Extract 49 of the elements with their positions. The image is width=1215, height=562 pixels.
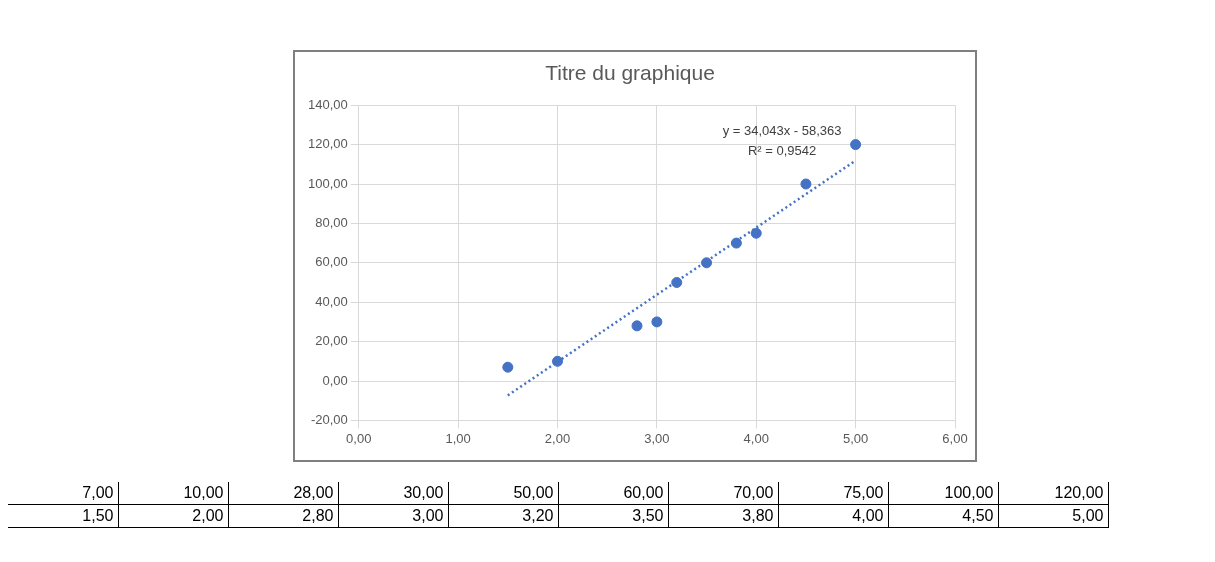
point	[631, 320, 643, 332]
point	[800, 178, 812, 190]
point	[502, 361, 514, 373]
x-tick-label: 1,00	[445, 430, 471, 446]
text: 5,00	[998, 504, 1108, 528]
text: 28,00	[228, 482, 338, 505]
point	[730, 237, 742, 249]
point	[671, 277, 683, 288]
y-tick-label: 60,00	[315, 254, 348, 270]
annotation: y = 34,043x - 58,363	[722, 122, 842, 138]
point	[552, 355, 564, 367]
text: 10,00	[118, 482, 228, 505]
x-tick-label: 4,00	[743, 430, 769, 446]
text: 75,00	[778, 482, 888, 505]
text: 1,50	[8, 504, 118, 528]
point	[651, 316, 663, 328]
y-tick-label: 0,00	[322, 372, 348, 388]
text: 120,00	[998, 482, 1108, 505]
text: 50,00	[448, 482, 558, 505]
text: 3,20	[448, 504, 558, 528]
y-tick-label: 140,00	[308, 96, 348, 112]
text: 2,80	[228, 504, 338, 528]
y-tick-label: 80,00	[315, 214, 348, 230]
text: 70,00	[668, 482, 778, 505]
y-tick-label: 100,00	[308, 175, 348, 191]
text: 4,00	[778, 504, 888, 528]
text: 30,00	[338, 482, 448, 505]
x-tick-label: 2,00	[544, 430, 571, 446]
text: 7,00	[8, 482, 118, 505]
text: 3,50	[558, 504, 668, 528]
x-tick-label: 6,00	[942, 430, 968, 446]
x-tick-label: 0,00	[346, 430, 372, 446]
y-tick-label: -20,00	[310, 411, 348, 427]
annotation: R² = 0,9542	[747, 142, 817, 158]
text: 3,00	[338, 504, 448, 528]
x-tick-label: 5,00	[842, 430, 869, 446]
text: 100,00	[888, 482, 998, 505]
x-tick-label: 3,00	[644, 430, 670, 446]
point	[750, 227, 762, 239]
point	[850, 139, 862, 151]
y-tick-label: 20,00	[315, 333, 348, 349]
y-tick-label: 40,00	[315, 293, 348, 309]
text: 60,00	[558, 482, 668, 505]
text: 3,80	[668, 504, 778, 528]
point	[701, 257, 713, 269]
chart-title: Titre du graphique	[545, 61, 715, 85]
text: 2,00	[118, 504, 228, 528]
text: 4,50	[888, 504, 998, 528]
y-tick-label: 120,00	[308, 136, 348, 152]
